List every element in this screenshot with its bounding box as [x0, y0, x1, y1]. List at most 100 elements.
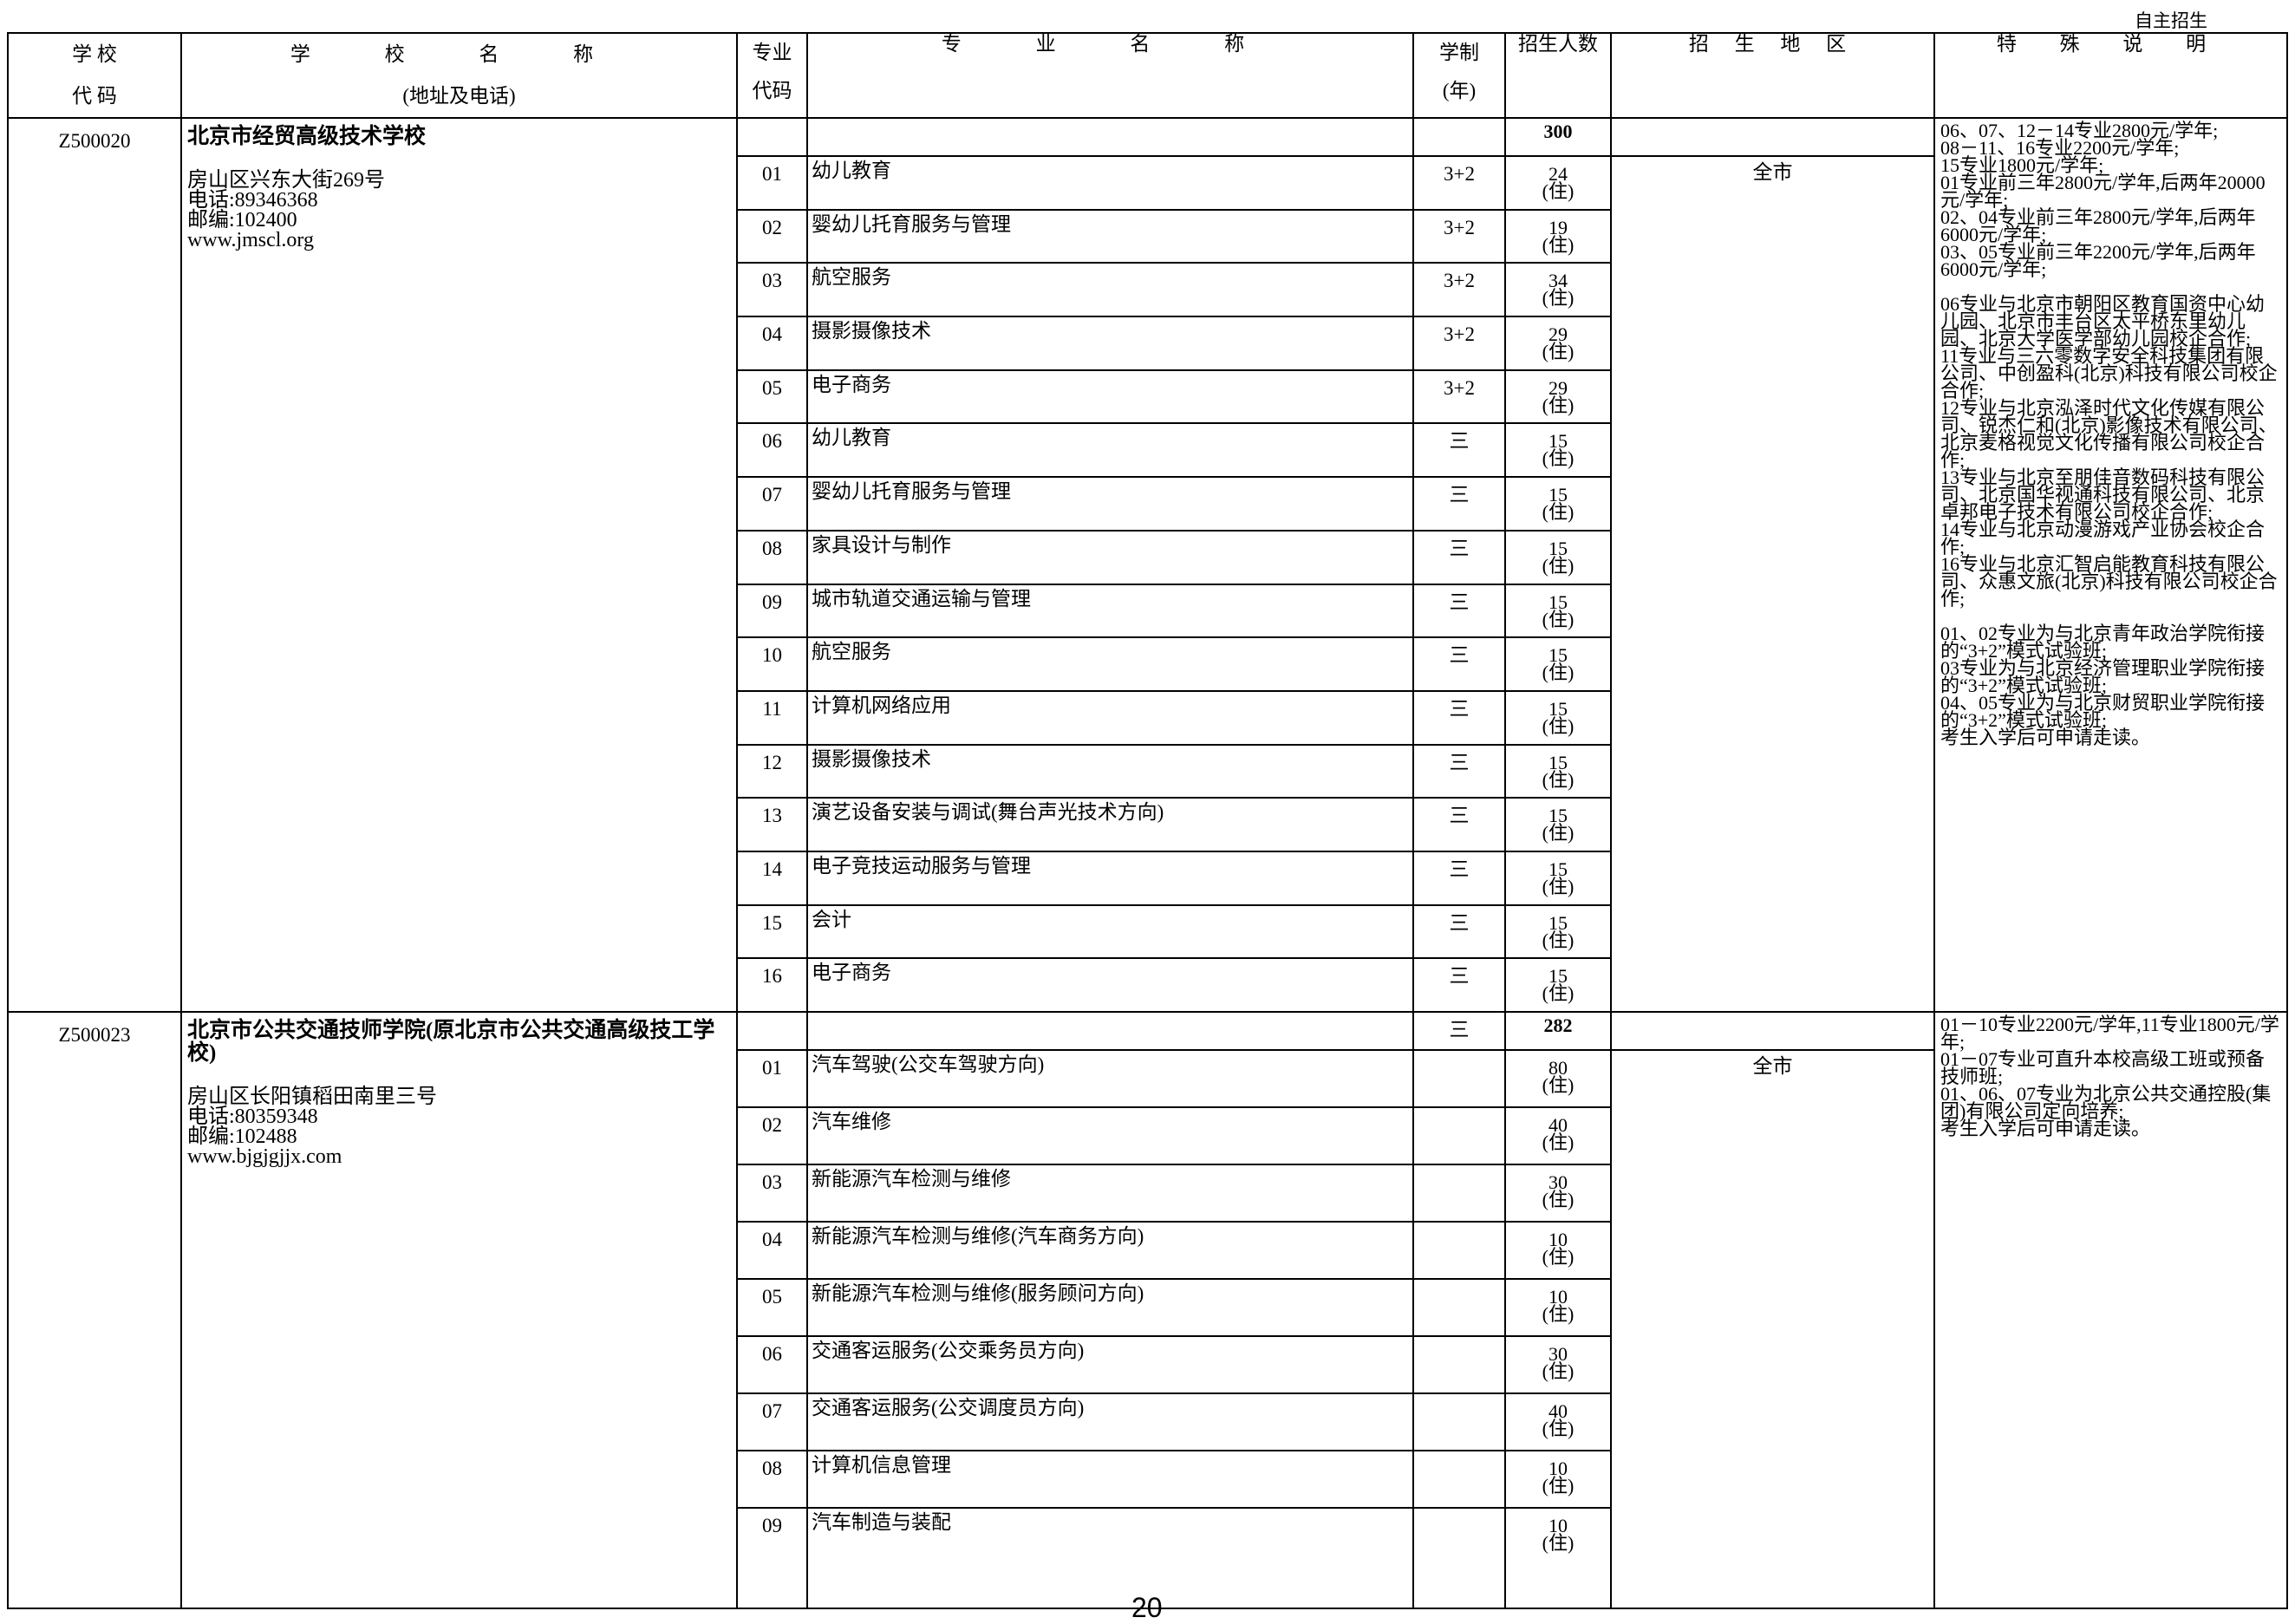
enrollment-count: 15 — [1548, 911, 1568, 934]
major-code: 10 — [736, 636, 808, 692]
boarding-note: (住) — [1542, 1189, 1575, 1210]
major-enrollment: 40 (住) — [1504, 1106, 1612, 1165]
major-name: 交通客运服务(公交乘务员方向) — [806, 1335, 1414, 1394]
major-enrollment: 10 (住) — [1504, 1450, 1612, 1509]
enrollment-count: 10 — [1548, 1229, 1568, 1250]
boarding-note: (住) — [1542, 608, 1575, 630]
major-name: 汽车驾驶(公交车驾驶方向) — [806, 1049, 1414, 1108]
major-row: 05 新能源汽车检测与维修(服务顾问方向) 10 (住) — [8, 1278, 2287, 1337]
major-name: 电子商务 — [806, 957, 1414, 1013]
school-code: Z500020 — [7, 117, 182, 1013]
major-duration: 三 — [1412, 636, 1506, 692]
major-code: 01 — [736, 155, 808, 211]
enrollment-count: 10 — [1548, 1286, 1568, 1308]
boarding-note: (住) — [1542, 501, 1575, 524]
major-code: 08 — [736, 529, 808, 585]
major-duration — [1412, 1106, 1506, 1165]
major-code: 07 — [736, 476, 808, 532]
school-postcode: 邮编:102400 — [187, 209, 297, 232]
total-duration: 三 — [1412, 1011, 1506, 1051]
enrollment-count: 15 — [1548, 965, 1568, 988]
school-remarks: 01－10专业2200元/学年,11专业1800元/学年; 01－07专业可直升… — [1933, 1011, 2288, 1609]
total-major-code — [736, 117, 808, 157]
document-category-label: 自主招生 — [2135, 10, 2207, 31]
school-phone: 电话:89346368 — [187, 189, 318, 212]
major-name: 幼儿教育 — [806, 155, 1414, 211]
major-enrollment: 30 (住) — [1504, 1335, 1612, 1394]
major-name: 航空服务 — [806, 636, 1414, 692]
boarding-note: (住) — [1542, 180, 1575, 202]
total-enrollment: 282 — [1504, 1011, 1612, 1051]
major-row: 11 计算机网络应用三 15 (住) — [8, 689, 2287, 746]
major-row: 09 城市轨道交通运输与管理三 15 (住) — [8, 583, 2287, 639]
major-name: 婴幼儿托育服务与管理 — [806, 476, 1414, 532]
major-row: 13 演艺设备安装与调试(舞台声光技术方向) 三 15 (住) — [8, 797, 2287, 852]
boarding-note: (住) — [1542, 768, 1575, 791]
major-code: 16 — [736, 957, 808, 1013]
major-duration — [1412, 1507, 1506, 1609]
major-row: 07 婴幼儿托育服务与管理三 15 (住) — [8, 476, 2287, 532]
major-enrollment: 15 (住) — [1504, 422, 1612, 479]
major-name: 汽车维修 — [806, 1106, 1414, 1165]
header-school-code: 学 校代 码 — [7, 32, 182, 119]
school-address: 房山区长阳镇稻田南里三号 — [187, 1086, 437, 1108]
enrollment-count: 15 — [1548, 751, 1568, 773]
school-website: www.bjgjgjjx.com — [187, 1145, 342, 1168]
major-name: 汽车制造与装配 — [806, 1507, 1414, 1609]
school-info: 北京市公共交通技师学院(原北京市公共交通高级技工学校) 房山区长阳镇稻田南里三号电… — [180, 1011, 738, 1609]
major-duration — [1412, 1392, 1506, 1451]
major-code: 13 — [736, 797, 808, 852]
major-row: 14 电子竞技运动服务与管理三 15 (住) — [8, 850, 2287, 906]
enrollment-region: 全市 — [1610, 1049, 1935, 1609]
major-row: 03 航空服务 3+2 34 (住) — [8, 262, 2287, 318]
major-row: 07 交通客运服务(公交调度员方向) 40 (住) — [8, 1392, 2287, 1451]
school-total-row: Z500020 北京市经贸高级技术学校 房山区兴东大街269号 电话:89346368… — [7, 117, 2288, 1013]
school-remarks: 06、07、12－14专业2800元/学年; 08－11、16专业2200元/学… — [1933, 117, 2288, 1013]
enrollment-count: 24 — [1548, 163, 1568, 185]
major-duration: 三 — [1412, 957, 1506, 1013]
major-enrollment: 15 (住) — [1504, 636, 1612, 692]
major-enrollment: 15 (住) — [1504, 476, 1612, 532]
major-code: 07 — [736, 1392, 808, 1451]
enrollment-count: 34 — [1548, 270, 1568, 292]
major-enrollment: 40 (住) — [1504, 1392, 1612, 1451]
major-row: 10 航空服务三 15 (住) — [8, 636, 2287, 692]
major-duration — [1412, 1278, 1506, 1337]
major-enrollment: 10 (住) — [1504, 1278, 1612, 1337]
major-name: 会计 — [806, 903, 1414, 960]
major-row: 06 交通客运服务(公交乘务员方向) 30 (住) — [8, 1335, 2287, 1394]
enrollment-count: 15 — [1548, 590, 1568, 613]
major-name: 新能源汽车检测与维修 — [806, 1164, 1414, 1223]
major-enrollment: 24 (住) — [1504, 155, 1612, 211]
boarding-note: (住) — [1542, 714, 1575, 737]
major-name: 摄影摄像技术 — [806, 743, 1414, 799]
major-code: 12 — [736, 743, 808, 799]
enrollment-count: 15 — [1548, 430, 1568, 453]
major-enrollment: 10 (住) — [1504, 1507, 1612, 1609]
enrollment-count: 19 — [1548, 216, 1568, 238]
page-number: 20 — [1131, 1592, 1163, 1623]
enrollment-count: 15 — [1548, 697, 1568, 720]
major-duration: 3+2 — [1412, 208, 1506, 264]
major-code: 02 — [736, 208, 808, 264]
major-duration: 3+2 — [1412, 262, 1506, 318]
major-row: 01 汽车驾驶(公交车驾驶方向) 80 (住) 全市 — [8, 1049, 2287, 1609]
region-blank — [1610, 117, 1935, 157]
major-code: 03 — [736, 1164, 808, 1223]
major-duration: 三 — [1412, 903, 1506, 960]
boarding-note: (住) — [1542, 822, 1575, 845]
major-name: 摄影摄像技术 — [806, 316, 1414, 371]
header-major-code: 专业 代码 — [736, 32, 808, 119]
major-row: 04 摄影摄像技术 3+2 29 (住) — [8, 316, 2287, 371]
school-info: 北京市经贸高级技术学校 房山区兴东大街269号 电话:89346368 邮编:1024… — [180, 117, 738, 1013]
boarding-note: (住) — [1542, 341, 1575, 363]
major-duration: 3+2 — [1412, 316, 1506, 371]
major-duration: 三 — [1412, 850, 1506, 906]
total-major-code — [736, 1011, 808, 1051]
major-name: 计算机信息管理 — [806, 1450, 1414, 1509]
enrollment-count: 29 — [1548, 376, 1568, 399]
table-header-row: 学 校代 码 学 校 名 称 (地址及电话) 专业 代码 专 业 名 称 学制 (年)… — [7, 32, 2288, 119]
major-duration: 三 — [1412, 476, 1506, 532]
boarding-note: (住) — [1542, 1074, 1575, 1096]
major-row: 15 会计三 15 (住) — [8, 903, 2287, 960]
